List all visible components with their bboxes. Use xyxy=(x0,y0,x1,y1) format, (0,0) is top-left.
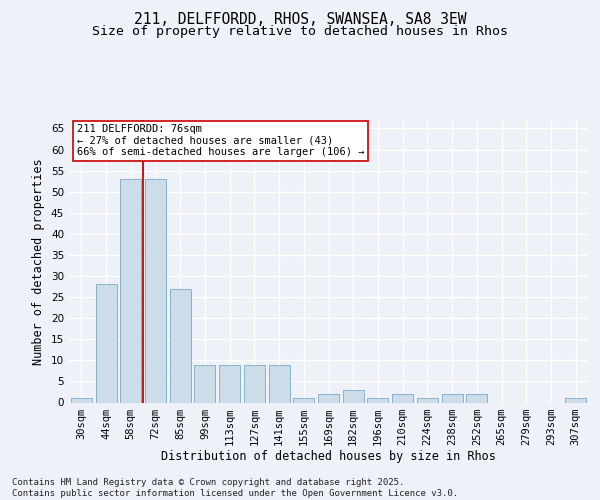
Bar xyxy=(194,364,215,403)
Bar xyxy=(170,288,191,403)
Text: Contains HM Land Registry data © Crown copyright and database right 2025.
Contai: Contains HM Land Registry data © Crown c… xyxy=(12,478,458,498)
Bar xyxy=(269,364,290,403)
Text: 211 DELFFORDD: 76sqm
← 27% of detached houses are smaller (43)
66% of semi-detac: 211 DELFFORDD: 76sqm ← 27% of detached h… xyxy=(77,124,364,158)
Bar xyxy=(244,364,265,403)
Text: 211, DELFFORDD, RHOS, SWANSEA, SA8 3EW: 211, DELFFORDD, RHOS, SWANSEA, SA8 3EW xyxy=(134,12,466,28)
Bar xyxy=(145,179,166,402)
Bar xyxy=(71,398,92,402)
Text: Size of property relative to detached houses in Rhos: Size of property relative to detached ho… xyxy=(92,25,508,38)
Y-axis label: Number of detached properties: Number of detached properties xyxy=(32,158,46,364)
Bar xyxy=(120,179,141,402)
Bar xyxy=(293,398,314,402)
X-axis label: Distribution of detached houses by size in Rhos: Distribution of detached houses by size … xyxy=(161,450,496,464)
Bar xyxy=(466,394,487,402)
Bar xyxy=(318,394,339,402)
Bar xyxy=(417,398,438,402)
Bar xyxy=(392,394,413,402)
Bar xyxy=(219,364,240,403)
Bar xyxy=(95,284,116,403)
Bar xyxy=(367,398,388,402)
Bar xyxy=(565,398,586,402)
Bar xyxy=(343,390,364,402)
Bar xyxy=(442,394,463,402)
